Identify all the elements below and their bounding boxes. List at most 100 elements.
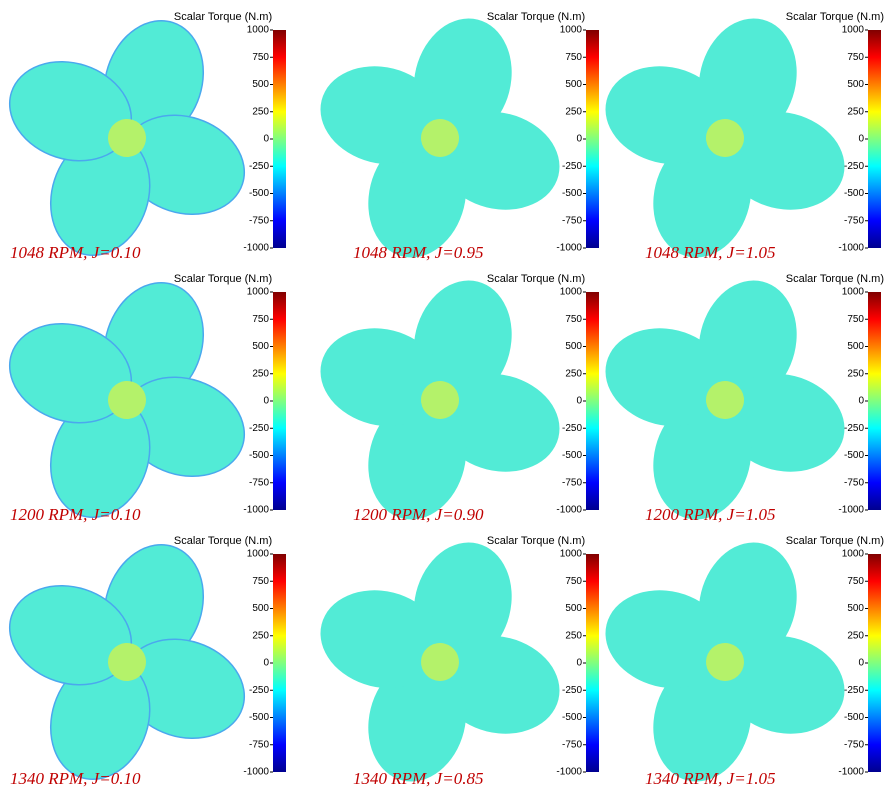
tick-label: -500 (844, 450, 864, 461)
tick-label: -750 (562, 477, 582, 488)
tick-label: -250 (562, 161, 582, 172)
tick-label: 0 (576, 658, 582, 669)
tick-label: -500 (562, 450, 582, 461)
tick-label: 0 (858, 658, 864, 669)
tick-label: -750 (249, 739, 269, 750)
tick-label: 1000 (560, 25, 583, 36)
tick-label: -750 (844, 215, 864, 226)
colorbar (868, 554, 881, 772)
caption: 1200 RPM, J=0.10 (10, 505, 141, 524)
tick-label: 250 (252, 106, 269, 117)
tick-label: 250 (252, 368, 269, 379)
colorbar (586, 30, 599, 248)
tick-label: 250 (847, 106, 864, 117)
tick-label: 750 (847, 52, 864, 63)
tick-label: 250 (847, 630, 864, 641)
tick-label: -750 (249, 477, 269, 488)
tick-label: 750 (252, 576, 269, 587)
tick-label: -500 (249, 450, 269, 461)
tick-label: -500 (249, 712, 269, 723)
tick-label: 500 (847, 603, 864, 614)
caption: 1200 RPM, J=1.05 (645, 505, 775, 524)
colorbar-title: Scalar Torque (N.m) (174, 11, 272, 23)
tick-label: 500 (847, 341, 864, 352)
propeller (575, 512, 876, 799)
tick-label: 750 (847, 576, 864, 587)
tick-label: 1000 (247, 549, 270, 560)
tick-label: -250 (562, 423, 582, 434)
tick-label: 0 (263, 658, 269, 669)
tick-label: 250 (565, 106, 582, 117)
tick-label: 1000 (842, 287, 865, 298)
tick-label: -250 (249, 685, 269, 696)
tick-label: -1000 (838, 243, 864, 254)
colorbar-title: Scalar Torque (N.m) (786, 535, 884, 547)
caption: 1048 RPM, J=0.95 (353, 243, 483, 262)
tick-label: 500 (252, 603, 269, 614)
tick-label: 500 (565, 341, 582, 352)
tick-label: 250 (565, 630, 582, 641)
tick-label: -250 (844, 423, 864, 434)
tick-label: -500 (249, 188, 269, 199)
tick-label: 500 (252, 341, 269, 352)
colorbar-title: Scalar Torque (N.m) (174, 273, 272, 285)
tick-label: -500 (844, 188, 864, 199)
tick-label: -250 (844, 685, 864, 696)
tick-label: -750 (844, 739, 864, 750)
tick-label: 750 (252, 52, 269, 63)
tick-label: -1000 (556, 505, 582, 516)
colorbar-title: Scalar Torque (N.m) (786, 273, 884, 285)
caption: 1340 RPM, J=0.10 (10, 769, 141, 788)
tick-label: -1000 (556, 243, 582, 254)
caption: 1048 RPM, J=0.10 (10, 243, 141, 262)
tick-label: -500 (562, 188, 582, 199)
tick-label: -750 (562, 739, 582, 750)
page: 1000 750 500 250 0 -250 -500 -750 -1000 Scalar To… (0, 0, 885, 799)
tick-label: -250 (249, 161, 269, 172)
tick-label: -750 (562, 215, 582, 226)
tick-label: 250 (252, 630, 269, 641)
tick-label: 0 (858, 396, 864, 407)
tick-label: -250 (562, 685, 582, 696)
tick-label: 1000 (560, 549, 583, 560)
tick-label: 750 (565, 314, 582, 325)
colorbar-title: Scalar Torque (N.m) (487, 11, 585, 23)
colorbar (586, 292, 599, 510)
colorbar (868, 30, 881, 248)
caption: 1340 RPM, J=0.85 (353, 769, 483, 788)
tick-label: 750 (847, 314, 864, 325)
tick-label: 500 (252, 79, 269, 90)
panel: 1000 750 500 250 0 -250 -500 -750 -1000 Scalar To… (290, 250, 599, 551)
tick-label: 750 (565, 576, 582, 587)
tick-label: 1000 (842, 25, 865, 36)
colorbar-title: Scalar Torque (N.m) (786, 11, 884, 23)
tick-label: 1000 (560, 287, 583, 298)
tick-label: 250 (565, 368, 582, 379)
colorbar (868, 292, 881, 510)
tick-label: 1000 (247, 287, 270, 298)
tick-label: 0 (263, 396, 269, 407)
tick-label: -1000 (243, 767, 269, 778)
propeller (0, 506, 283, 799)
tick-label: 1000 (247, 25, 270, 36)
tick-label: -250 (844, 161, 864, 172)
colorbar-title: Scalar Torque (N.m) (487, 273, 585, 285)
tick-label: -250 (249, 423, 269, 434)
tick-label: -1000 (838, 767, 864, 778)
tick-label: -750 (844, 477, 864, 488)
figure: 1000 750 500 250 0 -250 -500 -750 -1000 Scalar To… (0, 0, 885, 799)
colorbar (273, 30, 286, 248)
colorbar (273, 292, 286, 510)
tick-label: 0 (858, 134, 864, 145)
colorbar-title: Scalar Torque (N.m) (487, 535, 585, 547)
tick-label: 0 (576, 396, 582, 407)
tick-label: -1000 (838, 505, 864, 516)
colorbar (273, 554, 286, 772)
tick-label: 500 (565, 79, 582, 90)
